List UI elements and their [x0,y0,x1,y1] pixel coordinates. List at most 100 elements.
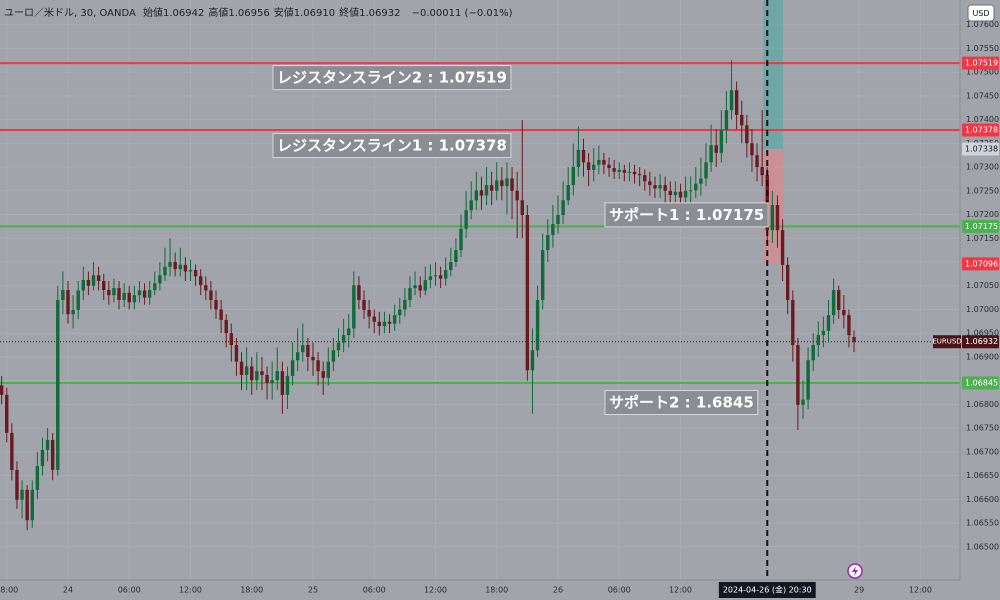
candle-body [61,290,65,300]
price-tag-label: 1.07338 [965,145,998,154]
price-tag [962,142,999,156]
annotation-box [272,133,512,159]
candle-body [770,205,775,231]
candle-body [760,167,764,176]
candle-body [546,234,550,251]
candle-body [209,290,213,300]
price-tag [962,376,999,390]
ohlc-label: 高値 [208,8,229,19]
candle-body [816,335,821,346]
candle-body [852,336,856,342]
candle-body [479,190,484,196]
y-tick-label: 1.07400 [966,115,999,124]
y-tick-label: 1.07300 [966,163,999,172]
candle-body [260,371,264,375]
candle-body [301,345,305,353]
candle-body [648,181,652,186]
position-stop-zone [763,0,784,150]
candle-body [137,290,142,296]
candle-body [326,361,331,378]
annotation-box [272,65,512,91]
candle-body [780,230,785,265]
change: −0.00011 (−0.01%) [411,8,513,19]
y-tick-label: 1.07500 [966,68,999,77]
symbol-tag [933,335,961,349]
crosshair-label: 2024-04-26 (金) 20:30 [723,585,812,595]
ohlc-label: 始値 [143,8,164,19]
candle-body [387,321,392,324]
candle-body [724,110,729,131]
candle-body [495,180,499,191]
candle-body [76,290,80,310]
candle-body [295,352,300,361]
candle-body [168,261,172,267]
candle-body [311,356,315,361]
candle-body [433,275,438,277]
x-tick-label: 18:00 [240,586,263,595]
y-tick-label: 1.07600 [966,20,999,29]
candle-body [474,190,479,201]
candle-body [331,350,336,362]
candle-body [188,270,193,272]
candle-body [418,285,422,291]
annotation-box [604,202,769,228]
candle-body [173,261,177,270]
candle-body [449,261,453,271]
icon-bolt [852,566,858,576]
candle-body [290,360,295,376]
candle-body [678,191,683,198]
price-tag-label: 1.07378 [965,126,998,135]
candle-body [632,171,637,175]
price-tag [962,123,999,137]
price-tag-label: 1.07175 [965,222,998,231]
x-tick-label: 18:00 [485,586,508,595]
candle-body [234,345,239,362]
candle-body [668,190,672,196]
candle-body [602,159,606,165]
ohlc-label: 終値 [339,8,360,19]
candle-body [709,145,713,163]
candle-body [219,309,223,320]
symbol-tag-label: EURUSD [932,338,961,346]
candle-body [438,275,443,279]
candle-body [30,489,34,521]
candle-body [250,366,254,381]
candle-body [489,185,494,191]
candle-body [806,360,810,400]
candle-body [683,190,688,198]
candle-body [592,164,596,170]
x-tick-label: 18:00 [0,586,18,595]
ohlc-value: 1.06910 [293,8,336,19]
currency-button [967,4,995,22]
candle-body [102,280,106,290]
candle-body [229,333,234,346]
x-tick-label: 06:00 [608,586,631,595]
candle-body [91,275,96,286]
candle-body [25,489,29,521]
candle-body [627,171,632,173]
annotation: サポート1 : 1.07175 [604,202,769,228]
candle-body [35,466,40,490]
x-tick-label: 06:00 [363,586,386,595]
candle-body [510,178,514,191]
candle-body [821,330,826,336]
candle-body [382,321,387,327]
candle-body [86,280,91,286]
candle-body [347,328,351,336]
header: ユーロ／米ドル, 30, OANDA 始値1.06942 高値1.06956 安値1… [4,4,517,19]
candle-body [178,264,182,270]
candle-body [663,185,667,191]
candle-body [423,280,427,291]
candle-body [50,439,55,470]
annotation-label: サポート2 : 1.6845 [609,394,754,412]
price-tag [962,219,999,233]
candle-body [158,275,162,284]
candle-body [5,394,9,433]
candle-body [637,174,642,176]
candle-body [316,360,320,372]
candle-body [443,270,448,279]
candle-body [183,264,188,272]
candle-body [107,290,111,296]
candle-body [673,191,678,196]
